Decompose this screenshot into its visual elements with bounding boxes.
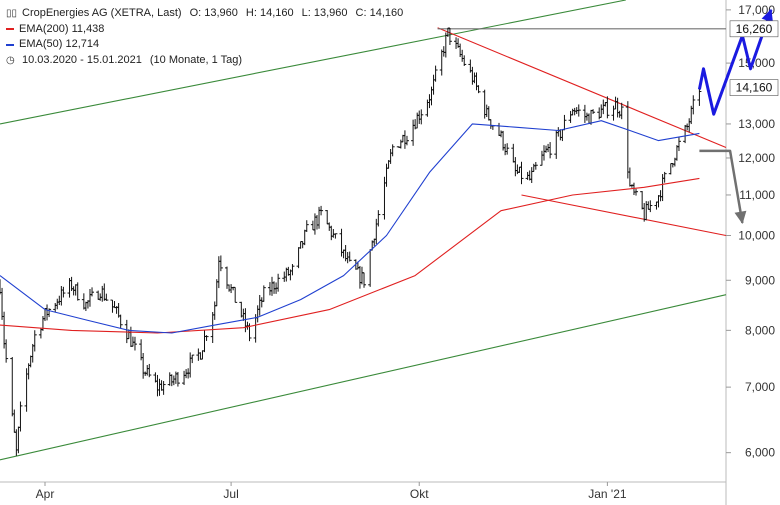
current-price-label: 14,160 xyxy=(736,81,773,95)
clock-icon: ◷ xyxy=(6,54,15,66)
candlestick-icon: ▯▯ xyxy=(6,8,18,19)
bullish-scenario-head xyxy=(761,8,773,23)
ohlc-close-value: 14,160 xyxy=(369,7,404,19)
y-tick-label: 10,000 xyxy=(738,228,775,242)
ema200-line xyxy=(0,177,700,334)
y-tick-label: 13,000 xyxy=(738,117,775,131)
green-lower-channel xyxy=(0,294,727,461)
ohlc-low-value: 13,960 xyxy=(313,7,348,19)
ohlc-open-label: O: xyxy=(189,7,202,19)
y-tick-label: 17,000 xyxy=(738,3,775,17)
ohlc-high-label: H: xyxy=(245,7,257,19)
ema50-line xyxy=(0,120,700,334)
ema50-swatch xyxy=(6,43,14,46)
ohlc-close-label: C: xyxy=(355,7,367,19)
y-tick-label: 8,000 xyxy=(745,323,775,337)
green-upper-channel xyxy=(0,0,626,125)
y-tick-label: 7,000 xyxy=(745,380,775,394)
y-tick-label: 9,000 xyxy=(745,273,775,287)
red-upper-resistance xyxy=(437,27,727,149)
legend-ema50-row: EMA(50) 12,714 xyxy=(6,37,403,53)
legend-ema200-row: EMA(200) 11,438 xyxy=(6,22,403,38)
resistance-price-box xyxy=(729,20,779,38)
legend-instrument-row: ▯▯ CropEnergies AG (XETRA, Last) O: 13,9… xyxy=(6,6,403,22)
ohlc-low-label: L: xyxy=(301,7,311,19)
x-tick-label: Apr xyxy=(36,487,55,501)
ema50-label: EMA(50) xyxy=(19,38,63,50)
resistance-price-label: 16,260 xyxy=(736,22,773,36)
chart-legend: ▯▯ CropEnergies AG (XETRA, Last) O: 13,9… xyxy=(6,6,403,68)
y-tick-label: 15,000 xyxy=(738,56,775,70)
instrument-label: CropEnergies AG (XETRA, Last) xyxy=(22,7,182,19)
x-tick-label: Jan '21 xyxy=(588,487,627,501)
bearish-scenario-head xyxy=(734,210,747,225)
y-tick-label: 6,000 xyxy=(745,446,775,460)
ema200-swatch xyxy=(6,28,14,31)
ema200-value: 11,438 xyxy=(71,22,105,35)
ema50-value: 12,714 xyxy=(65,38,100,50)
x-tick-label: Jul xyxy=(223,487,238,501)
ema200-label: EMA(200) xyxy=(19,22,69,35)
bullish-scenario xyxy=(697,9,773,116)
red-lower-support xyxy=(521,194,727,237)
current-price-box xyxy=(729,79,779,96)
period-range: 10.03.2020 - 15.01.2021 xyxy=(22,53,142,66)
ohlc-open-value: 13,960 xyxy=(204,7,238,19)
legend-period-row: ◷ 10.03.2020 - 15.01.2021 (10 Monate, 1 … xyxy=(6,53,403,69)
y-tick-label: 11,000 xyxy=(739,188,775,202)
bearish-scenario xyxy=(699,149,744,224)
x-tick-label: Okt xyxy=(410,487,429,501)
ohlc-high-value: 14,160 xyxy=(259,7,294,19)
period-detail: (10 Monate, 1 Tag) xyxy=(149,53,243,66)
y-tick-label: 12,000 xyxy=(738,151,775,165)
